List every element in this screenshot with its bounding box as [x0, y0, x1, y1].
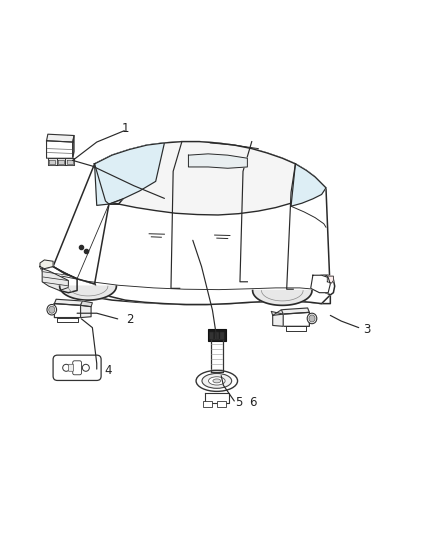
Polygon shape — [46, 134, 74, 142]
Text: 2: 2 — [126, 313, 133, 326]
Circle shape — [63, 364, 70, 372]
Polygon shape — [313, 275, 335, 295]
Polygon shape — [57, 318, 78, 322]
Polygon shape — [73, 135, 74, 158]
Polygon shape — [49, 159, 55, 164]
Ellipse shape — [208, 377, 225, 385]
Polygon shape — [272, 310, 283, 316]
Ellipse shape — [307, 313, 317, 324]
Ellipse shape — [202, 374, 232, 389]
Polygon shape — [54, 299, 82, 305]
Text: 6: 6 — [249, 396, 257, 409]
Polygon shape — [283, 312, 309, 326]
Ellipse shape — [196, 370, 237, 391]
FancyBboxPatch shape — [208, 329, 226, 341]
Polygon shape — [286, 326, 306, 330]
FancyBboxPatch shape — [209, 332, 214, 340]
Text: 4: 4 — [104, 364, 111, 377]
Ellipse shape — [49, 306, 55, 313]
Polygon shape — [40, 260, 53, 269]
Polygon shape — [48, 158, 57, 165]
Polygon shape — [54, 304, 81, 318]
Polygon shape — [42, 269, 68, 290]
FancyBboxPatch shape — [53, 355, 101, 381]
Polygon shape — [273, 314, 283, 326]
Circle shape — [82, 364, 89, 372]
Polygon shape — [327, 276, 333, 283]
Polygon shape — [58, 159, 64, 164]
Polygon shape — [81, 301, 92, 306]
Ellipse shape — [47, 304, 57, 315]
Polygon shape — [53, 266, 330, 304]
FancyBboxPatch shape — [203, 401, 212, 407]
Polygon shape — [188, 154, 247, 168]
Polygon shape — [65, 158, 74, 165]
FancyBboxPatch shape — [68, 364, 74, 372]
Ellipse shape — [309, 315, 315, 322]
Polygon shape — [291, 164, 326, 206]
Polygon shape — [205, 393, 229, 403]
Polygon shape — [81, 305, 91, 318]
Polygon shape — [46, 141, 73, 158]
Polygon shape — [311, 275, 330, 293]
Polygon shape — [95, 143, 164, 205]
Polygon shape — [211, 340, 223, 372]
Text: 3: 3 — [363, 324, 370, 336]
Ellipse shape — [213, 379, 221, 383]
Polygon shape — [253, 290, 312, 305]
Text: 1: 1 — [121, 123, 129, 135]
Polygon shape — [282, 308, 309, 314]
Polygon shape — [57, 158, 65, 165]
Polygon shape — [53, 164, 123, 284]
FancyBboxPatch shape — [220, 332, 224, 340]
FancyBboxPatch shape — [217, 401, 226, 407]
Polygon shape — [40, 266, 77, 293]
Polygon shape — [60, 286, 117, 300]
Polygon shape — [92, 142, 330, 304]
FancyBboxPatch shape — [73, 361, 81, 375]
Polygon shape — [67, 159, 73, 164]
Text: 5: 5 — [235, 396, 242, 409]
FancyBboxPatch shape — [215, 332, 219, 340]
Polygon shape — [95, 142, 326, 215]
